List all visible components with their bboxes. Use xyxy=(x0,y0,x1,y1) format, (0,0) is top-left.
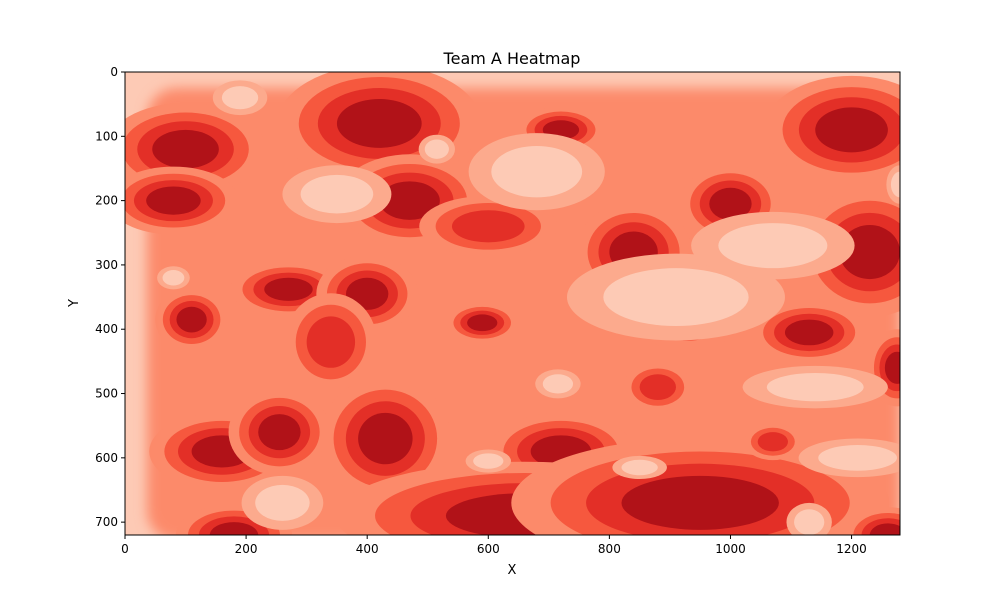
y-tick-label: 100 xyxy=(95,129,118,143)
y-tick-label: 200 xyxy=(95,194,118,208)
y-tick-label: 500 xyxy=(95,387,118,401)
y-tick-label: 700 xyxy=(95,515,118,529)
heatmap-hotspot xyxy=(869,523,900,535)
heatmap-hotspot xyxy=(176,306,207,333)
x-tick-label: 200 xyxy=(235,542,258,556)
heatmap-hotspot xyxy=(379,181,440,220)
x-tick-label: 1000 xyxy=(715,542,746,556)
y-tick-label: 600 xyxy=(95,451,118,465)
heatmap-hotspot xyxy=(784,319,834,346)
heatmap-hotspot xyxy=(209,522,259,535)
heatmap-hotspot xyxy=(306,316,356,368)
x-tick-label: 600 xyxy=(477,542,500,556)
heatmap-lowdensity-patch xyxy=(890,171,900,198)
y-axis-label: Y xyxy=(67,299,82,308)
heatmap-lowdensity-patch xyxy=(424,139,449,159)
x-tick-label: 400 xyxy=(356,542,379,556)
x-axis-label: X xyxy=(508,563,517,578)
y-tick-label: 400 xyxy=(95,322,118,336)
heatmap-hotspot xyxy=(258,414,301,451)
heatmap-lowdensity-patch xyxy=(766,372,864,402)
heatmap-lowdensity-patch xyxy=(473,453,504,469)
heatmap-hotspot xyxy=(709,187,752,220)
plot-frame xyxy=(124,71,901,536)
y-axis: 0 100 200 300 400 500 600 700 xyxy=(95,65,125,529)
heatmap-lowdensity-patch xyxy=(603,268,749,327)
heatmap-lowdensity-patch xyxy=(718,223,828,269)
heatmap-lowdensity-patch xyxy=(818,444,897,471)
heatmap-hotspot xyxy=(146,186,201,215)
heatmap-hotspot xyxy=(336,99,422,148)
plot-area xyxy=(125,72,900,535)
heatmap-lowdensity-patch xyxy=(542,374,574,394)
x-axis: 0 200 400 600 800 1000 1200 xyxy=(121,535,867,556)
heatmap-lowdensity-patch xyxy=(794,509,825,535)
heatmap-lowdensity-patch xyxy=(162,270,185,286)
heatmap-hotspot xyxy=(264,277,313,301)
x-tick-label: 1200 xyxy=(836,542,867,556)
heatmap-contours xyxy=(125,72,900,535)
heatmap-hotspot xyxy=(757,432,788,452)
chart-title: Team A Heatmap xyxy=(443,49,581,68)
heatmap-hotspot xyxy=(621,475,779,530)
heatmap-lowdensity-patch xyxy=(221,86,259,110)
heatmap-hotspot xyxy=(639,374,676,400)
x-tick-label: 800 xyxy=(598,542,621,556)
x-tick-label: 0 xyxy=(121,542,129,556)
heatmap-hotspot xyxy=(358,412,413,465)
heatmap-lowdensity-patch xyxy=(255,484,310,521)
heatmap-hotspot xyxy=(839,225,900,280)
heatmap-lowdensity-patch xyxy=(491,145,583,198)
y-tick-label: 300 xyxy=(95,258,118,272)
heatmap-hotspot xyxy=(884,351,900,384)
heatmap-hotspot xyxy=(815,107,888,153)
heatmap-hotspot xyxy=(467,314,498,332)
heatmap-lowdensity-patch xyxy=(300,174,374,214)
heatmap-lowdensity-patch xyxy=(621,459,658,476)
heatmap-hotspot xyxy=(451,210,525,243)
heatmap-hotspot xyxy=(152,129,219,169)
y-tick-label: 0 xyxy=(110,65,118,79)
